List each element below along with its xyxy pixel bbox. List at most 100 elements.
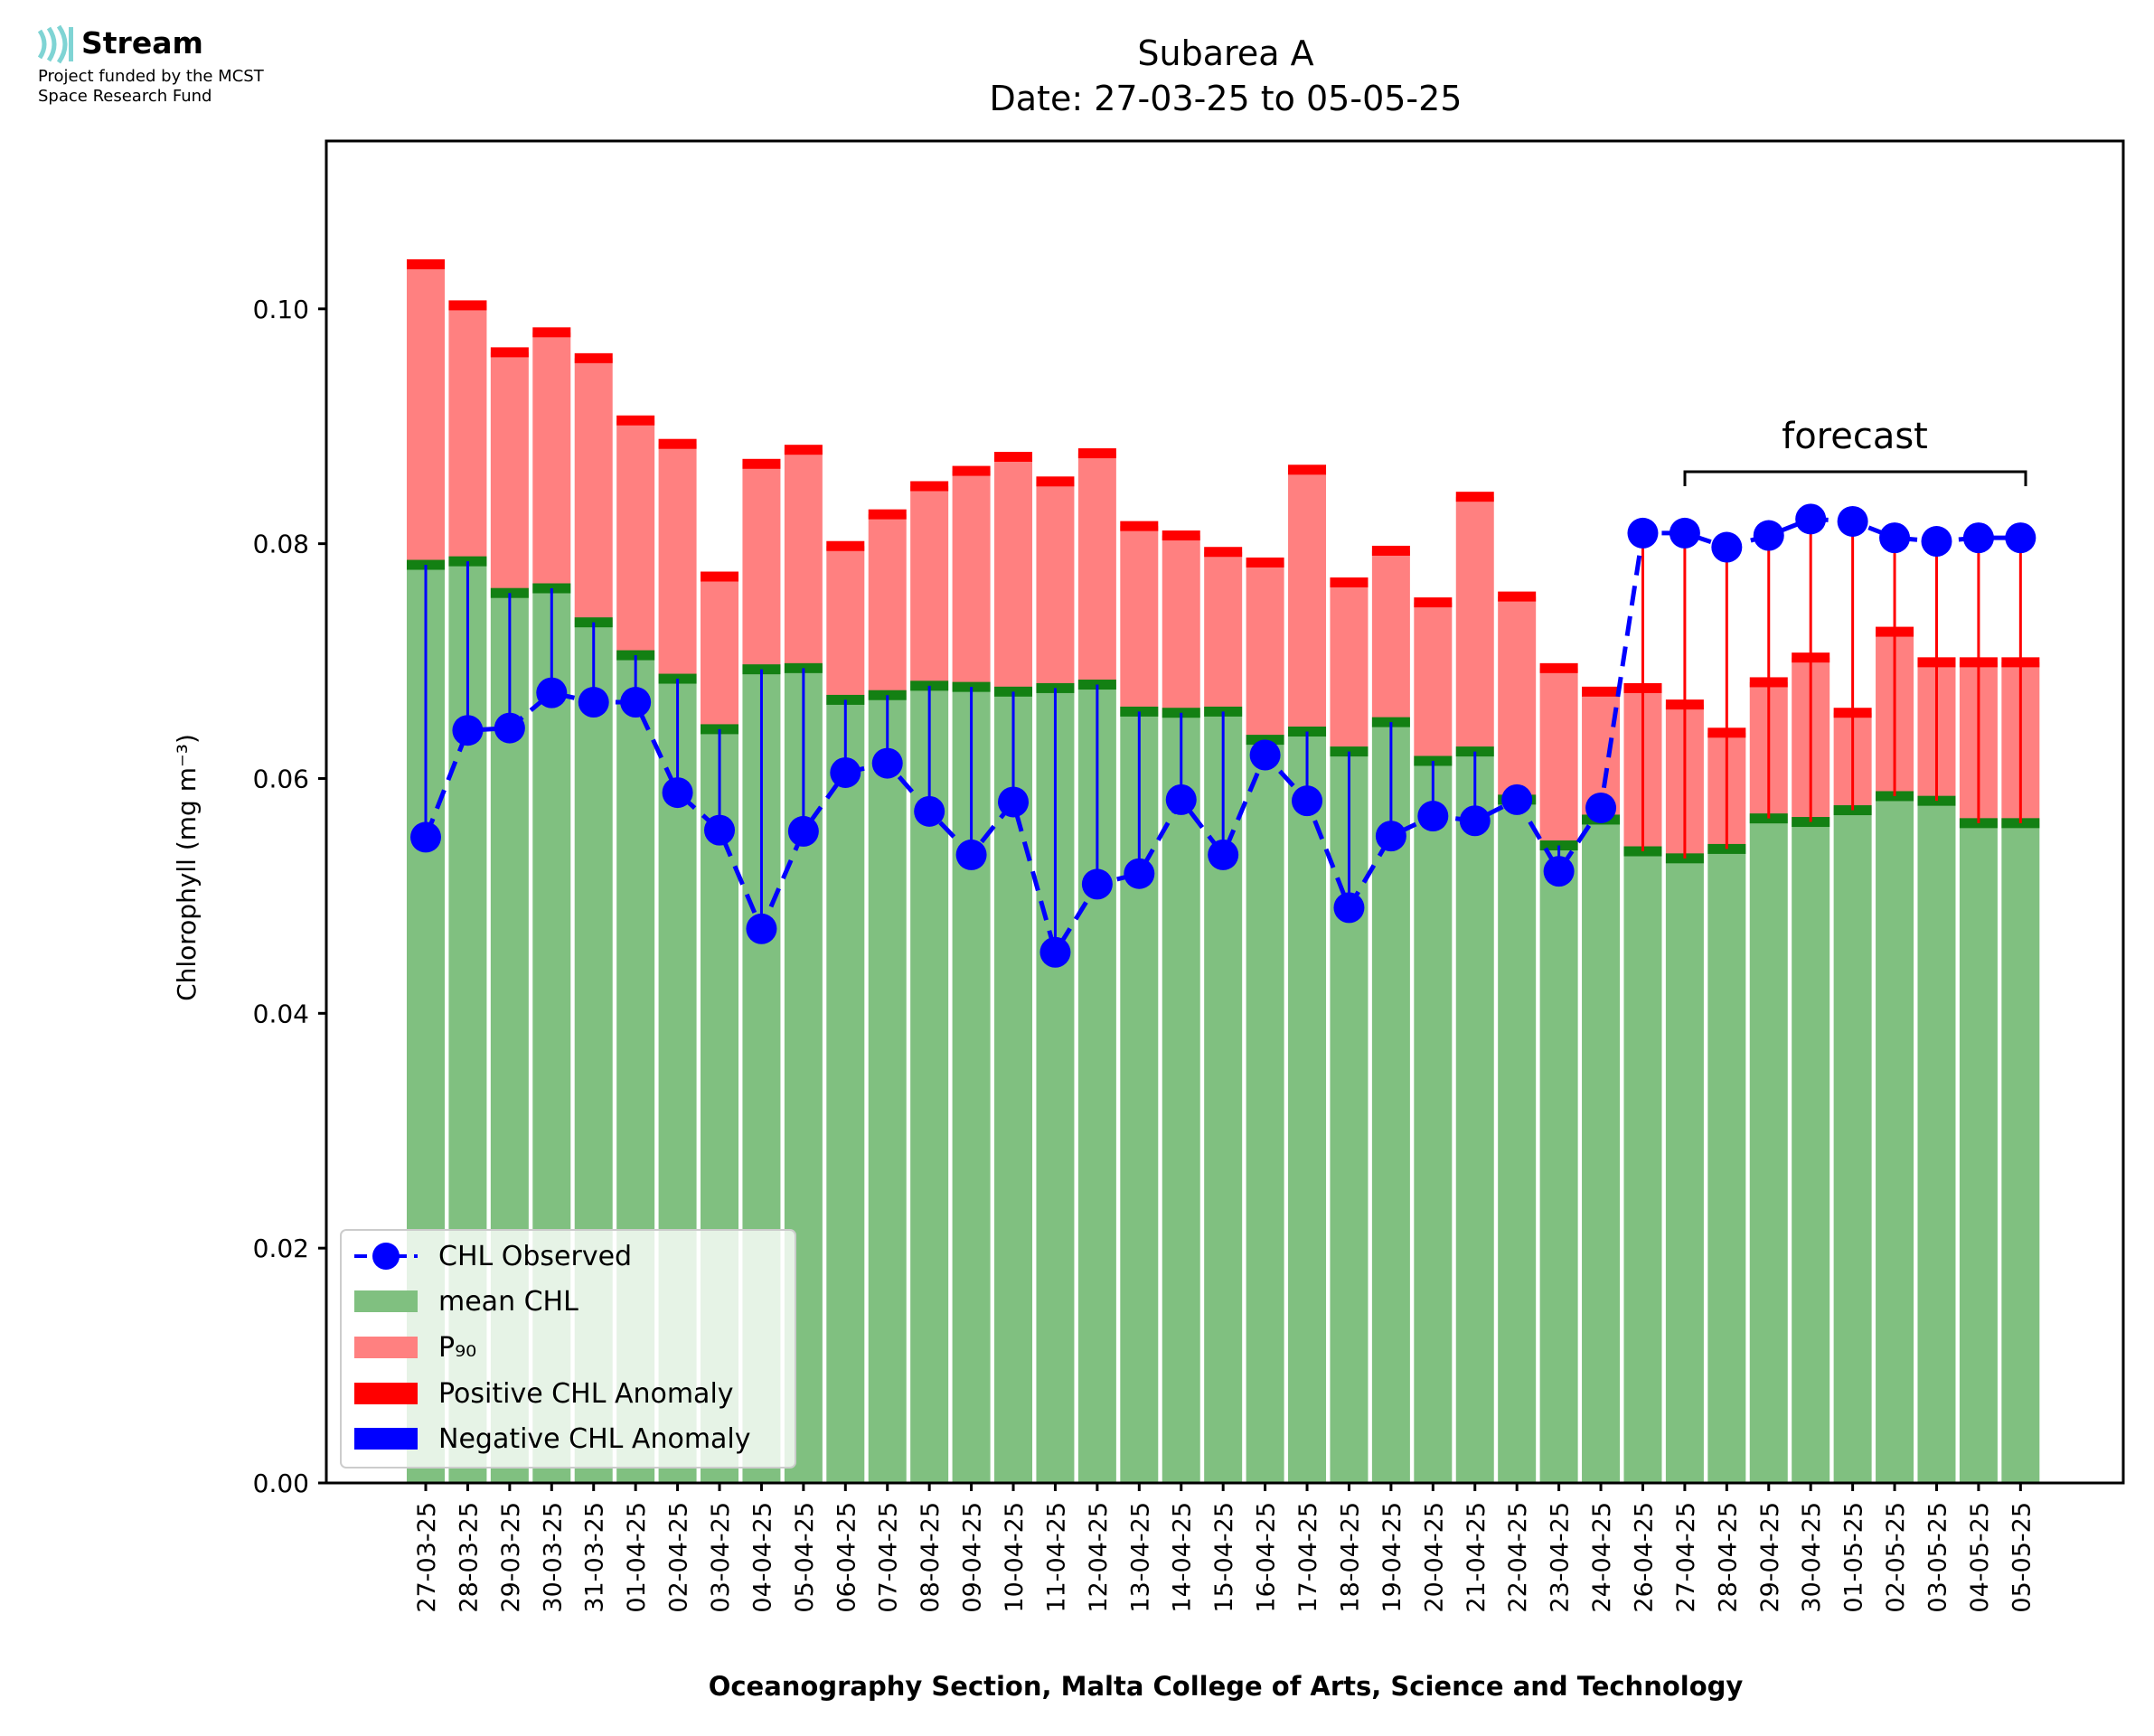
- chl-observed-point: [1837, 505, 1868, 537]
- legend-observed-marker: [372, 1243, 400, 1270]
- p90-band: [1330, 577, 1369, 588]
- mean-chl-bar: [1162, 712, 1200, 1483]
- p90-band: [868, 509, 907, 520]
- legend-negative-swatch: [354, 1428, 418, 1450]
- p90-band: [1162, 530, 1200, 541]
- p90-band: [952, 465, 991, 476]
- chl-observed-point: [620, 687, 652, 718]
- p90-band: [407, 258, 445, 269]
- stream-logo: Stream Project funded by the MCST Space …: [34, 23, 342, 114]
- legend-box: [340, 1229, 796, 1469]
- x-tick-label: 05-04-25: [791, 1502, 819, 1613]
- p90-bar: [1498, 596, 1537, 800]
- y-tick-label: 0.10: [253, 295, 309, 324]
- logo-funding-line-1: Project funded by the MCST: [38, 67, 264, 86]
- x-tick-label: 01-04-25: [623, 1502, 651, 1613]
- mean-chl-bar: [1959, 822, 1998, 1483]
- x-tick-label: 15-04-25: [1210, 1502, 1238, 1613]
- chl-observed-point: [536, 677, 568, 708]
- chl-observed-point: [1711, 531, 1743, 563]
- y-tick-label: 0.04: [253, 999, 309, 1028]
- forecast-label: forecast: [1782, 416, 1928, 457]
- chl-observed-point: [494, 712, 525, 744]
- chl-observed-point: [1921, 526, 1952, 558]
- p90-band: [574, 352, 613, 363]
- x-tick-label: 28-04-25: [1714, 1502, 1742, 1613]
- x-tick-label: 07-04-25: [875, 1502, 903, 1613]
- x-tick-label: 02-05-25: [1882, 1502, 1910, 1613]
- legend-p90-swatch: [354, 1337, 418, 1358]
- x-tick-label: 10-04-25: [1001, 1502, 1029, 1613]
- chl-observed-point: [2005, 522, 2036, 554]
- p90-bar: [616, 420, 655, 656]
- p90-band: [910, 481, 949, 492]
- chl-observed-point: [1333, 892, 1365, 924]
- p90-bar: [1036, 481, 1075, 689]
- chl-observed-point: [1375, 821, 1406, 852]
- p90-band: [784, 445, 823, 455]
- p90-band: [448, 300, 487, 311]
- x-tick-label: 20-04-25: [1420, 1502, 1448, 1613]
- y-tick-label: 0.06: [253, 764, 309, 793]
- p90-band: [616, 415, 655, 426]
- p90-bar: [1162, 535, 1200, 713]
- x-tick-label: 18-04-25: [1337, 1502, 1365, 1613]
- p90-bar: [532, 332, 571, 588]
- chl-observed-point: [1795, 503, 1827, 535]
- p90-bar: [742, 464, 781, 670]
- legend-mean-label: mean CHL: [438, 1286, 578, 1318]
- y-tick-label: 0.02: [253, 1234, 309, 1263]
- x-tick-label: 05-05-25: [2008, 1502, 2036, 1613]
- x-tick-label: 17-04-25: [1294, 1502, 1322, 1613]
- legend-positive-label: Positive CHL Anomaly: [438, 1378, 734, 1410]
- legend-mean-swatch: [354, 1290, 418, 1312]
- p90-band: [658, 438, 697, 449]
- mean-chl-bar: [1833, 810, 1872, 1483]
- chl-observed-point: [1124, 858, 1155, 889]
- mean-chl-bar: [1455, 751, 1494, 1483]
- chl-observed-point: [1081, 868, 1113, 900]
- x-tick-label: 21-04-25: [1463, 1502, 1491, 1613]
- mean-chl-bar: [1876, 795, 1914, 1483]
- p90-bar: [490, 352, 529, 594]
- p90-bar: [1330, 582, 1369, 752]
- p90-bar: [1455, 496, 1494, 752]
- mean-chl-bar: [1749, 818, 1788, 1483]
- chart-subtitle: Date: 27-03-25 to 05-05-25: [990, 79, 1463, 118]
- legend-observed-label: CHL Observed: [438, 1241, 632, 1272]
- chl-observed-point: [1585, 792, 1617, 823]
- plot-frame: [325, 139, 2125, 1485]
- p90-band: [1414, 597, 1453, 608]
- p90-bar: [658, 444, 697, 680]
- p90-band: [701, 571, 739, 582]
- chl-observed-point: [787, 815, 819, 847]
- p90-bar: [994, 456, 1033, 692]
- x-tick-label: 03-04-25: [707, 1502, 735, 1613]
- chl-observed-point: [410, 821, 441, 853]
- chl-observed-point: [955, 839, 987, 870]
- mean-chl-bar: [1665, 858, 1704, 1483]
- p90-band: [1371, 545, 1410, 556]
- chl-observed-point: [914, 795, 945, 827]
- chl-observed-point: [1627, 517, 1659, 549]
- p90-bar: [701, 577, 739, 729]
- x-tick-label: 26-04-25: [1631, 1502, 1659, 1613]
- chl-observed-point: [1417, 801, 1449, 832]
- p90-bar: [868, 514, 907, 696]
- mean-chl-bar: [1246, 739, 1284, 1483]
- p90-band: [826, 540, 865, 551]
- chl-observed-point: [578, 687, 609, 718]
- legend-item-p90: P₉₀: [354, 1332, 476, 1364]
- p90-bar: [448, 305, 487, 562]
- mean-chl-bar: [1792, 821, 1830, 1483]
- x-tick-label: 13-04-25: [1126, 1502, 1154, 1613]
- chl-observed-point: [998, 786, 1030, 818]
- p90-band: [1539, 662, 1578, 673]
- p90-bar: [407, 264, 445, 566]
- chl-observed-point: [1962, 522, 1994, 554]
- p90-band: [1498, 591, 1537, 602]
- p90-bar: [1371, 550, 1410, 723]
- x-tick-label: 12-04-25: [1085, 1502, 1113, 1613]
- legend-item-positive: Positive CHL Anomaly: [354, 1378, 734, 1410]
